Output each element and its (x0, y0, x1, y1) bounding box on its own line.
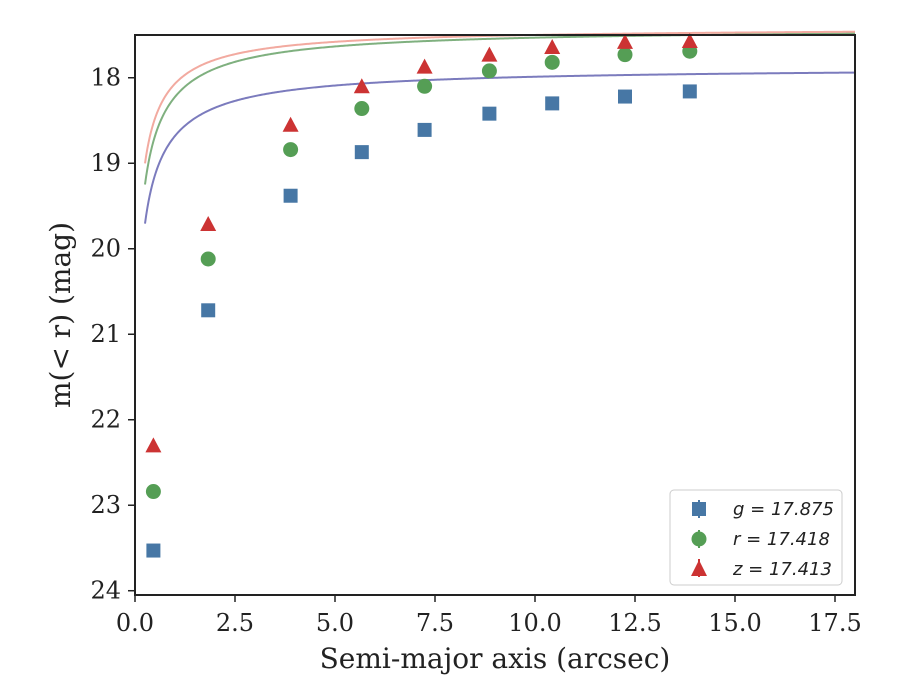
data-point-z (200, 215, 217, 231)
y-tick-label: 24 (90, 577, 121, 605)
data-point-r (200, 251, 216, 267)
legend-label-g: g = 17.875 (733, 499, 834, 520)
y-tick-label: 20 (90, 235, 121, 263)
data-point-r (617, 47, 633, 63)
x-tick-label: 0.0 (116, 609, 154, 637)
legend-label-r: r = 17.418 (733, 529, 830, 550)
data-point-z (481, 46, 498, 62)
y-tick-label: 23 (90, 491, 121, 519)
legend-marker-r (691, 531, 707, 547)
data-point-z (145, 437, 162, 453)
fit-curves (144, 30, 856, 224)
x-tick-label: 15.0 (708, 609, 761, 637)
data-point-g (417, 122, 432, 137)
y-tick-label: 21 (90, 320, 121, 348)
fit-curve-r (144, 32, 855, 185)
x-tick-label: 2.5 (216, 609, 254, 637)
data-point-z (617, 33, 633, 49)
data-point-g (482, 106, 497, 121)
x-axis-label: Semi-major axis (arcsec) (320, 642, 671, 675)
data-point-g (201, 303, 216, 318)
data-point-r (145, 484, 161, 500)
legend-marker-z (691, 560, 707, 576)
legend-entry-g: g = 17.875 (692, 499, 834, 520)
y-tick-label: 22 (90, 406, 121, 434)
data-point-r (354, 101, 370, 117)
data-point-g (283, 188, 298, 203)
data-point-r (544, 54, 560, 70)
x-ticks: 0.0 2.5 5.0 7.5 10.0 12.5 15.0 17.5 (116, 595, 862, 637)
x-tick-label: 7.5 (416, 609, 454, 637)
legend-label-z: z = 17.413 (732, 559, 832, 580)
legend-entry-z: z = 17.413 (691, 559, 832, 580)
y-tick-label: 18 (90, 64, 121, 92)
data-markers (145, 32, 698, 558)
legend-entry-r: r = 17.418 (691, 529, 830, 550)
y-tick-label: 19 (90, 149, 121, 177)
legend-marker-g (692, 502, 706, 516)
data-point-g (682, 84, 697, 99)
data-point-g (354, 145, 369, 160)
x-tick-label: 5.0 (316, 609, 354, 637)
x-tick-label: 12.5 (608, 609, 661, 637)
data-point-g (545, 96, 560, 111)
data-point-r (481, 63, 497, 79)
data-point-r (417, 78, 433, 94)
legend-box (669, 489, 843, 586)
fit-curve-g (144, 71, 856, 224)
data-point-z (353, 78, 370, 94)
plot-frame (134, 34, 856, 596)
data-point-g (146, 543, 161, 558)
x-tick-label: 17.5 (808, 609, 861, 637)
data-point-z (282, 116, 299, 132)
y-ticks: 18 19 20 21 22 23 24 (90, 64, 135, 605)
x-tick-label: 10.0 (508, 609, 561, 637)
data-point-g (618, 89, 632, 104)
data-point-r (283, 142, 299, 158)
data-point-z (681, 32, 698, 48)
y-axis-label: m(< r) (mag) (44, 222, 77, 408)
data-point-z (544, 38, 561, 54)
data-point-z (416, 58, 433, 74)
legend: g = 17.875 r = 17.418 z = 17.413 (669, 489, 843, 586)
